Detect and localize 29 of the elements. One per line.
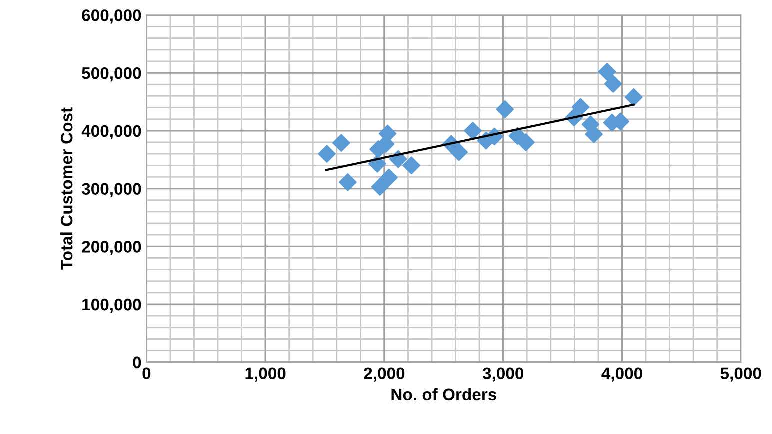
point	[572, 98, 590, 116]
y-tick-label: 100,000	[82, 298, 142, 314]
x-tick-label: 2,000	[364, 368, 405, 382]
x-axis-title: No. of Orders	[392, 388, 496, 401]
point	[604, 75, 622, 93]
y-tick-label: 200,000	[82, 241, 142, 256]
y-tick-label: 0	[133, 356, 142, 369]
point	[339, 174, 357, 192]
point	[450, 143, 468, 162]
y-tick-label: 600,000	[82, 10, 142, 24]
x-tick-label: 4,000	[602, 368, 642, 382]
point	[402, 156, 420, 175]
point	[371, 178, 390, 196]
point	[318, 145, 336, 163]
x-tick-label: 1,000	[246, 368, 286, 382]
x-tick-label: 5,000	[720, 368, 762, 382]
y-tick-label: 500,000	[82, 67, 142, 82]
point	[380, 168, 398, 187]
y-axis-title: Total Customer Cost	[60, 108, 73, 270]
x-tick-label: 0	[142, 368, 151, 380]
point	[332, 134, 350, 152]
point	[517, 134, 535, 152]
y-tick-label: 300,000	[82, 183, 142, 198]
point	[598, 62, 616, 81]
y-tick-label: 400,000	[82, 125, 142, 140]
x-tick-label: 3,000	[482, 368, 524, 382]
point	[464, 122, 482, 140]
point	[624, 88, 643, 106]
point	[496, 100, 514, 118]
